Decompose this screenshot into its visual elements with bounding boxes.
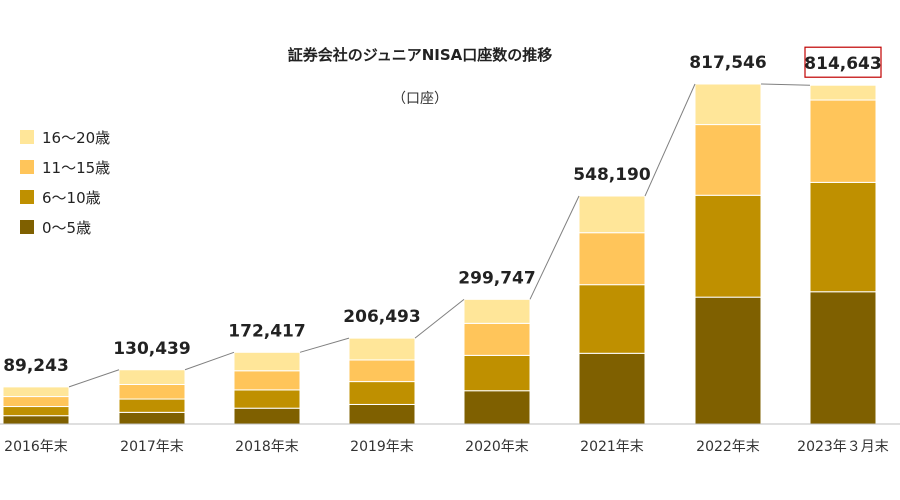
bar-segment xyxy=(578,352,646,425)
bar-segment xyxy=(118,369,186,385)
bar-segment xyxy=(694,194,762,298)
highlight-box xyxy=(804,46,882,78)
x-tick-label: 2018年末 xyxy=(235,439,299,455)
bar-segment xyxy=(809,84,877,101)
legend-swatch-16-20 xyxy=(20,130,34,144)
bar-segment xyxy=(809,99,877,183)
data-label-total: 817,546 xyxy=(689,53,766,73)
bar-segment xyxy=(233,389,301,409)
x-tick-label: 2023年３月末 xyxy=(797,439,889,455)
data-label-total: 89,243 xyxy=(3,356,69,376)
connector-line xyxy=(414,298,465,339)
bar-segment xyxy=(233,351,301,372)
legend-label-16-20: 16〜20歳 xyxy=(42,128,111,147)
connector-line xyxy=(299,337,350,353)
bar-segment xyxy=(578,232,646,286)
bar-segment xyxy=(463,322,531,356)
legend-label-11-15: 11〜15歳 xyxy=(42,158,111,177)
x-tick-label: 2017年末 xyxy=(120,439,184,455)
bar-segment xyxy=(118,398,186,413)
data-label-total: 299,747 xyxy=(458,268,535,288)
bar-segment xyxy=(694,124,762,196)
bar-segment xyxy=(809,181,877,293)
legend-swatch-0-5 xyxy=(20,220,34,234)
bar-segment xyxy=(2,415,70,425)
bar-segment xyxy=(694,83,762,126)
bar-segment xyxy=(463,298,531,324)
connector-line xyxy=(184,351,235,371)
chart-legend: 16〜20歳 11〜15歳 6〜10歳 0〜5歳 xyxy=(20,122,110,242)
legend-item-6-10: 6〜10歳 xyxy=(20,182,110,212)
bar-segment xyxy=(2,406,70,417)
bar-segment xyxy=(578,195,646,234)
bar-segment xyxy=(118,383,186,400)
bar-segment xyxy=(2,386,70,398)
connector-line xyxy=(68,369,120,388)
data-label-total: 206,493 xyxy=(343,307,420,327)
bar-segment xyxy=(118,411,186,425)
x-tick-label: 2016年末 xyxy=(4,439,68,455)
bar-segment xyxy=(233,407,301,425)
bar-segment xyxy=(463,390,531,425)
bar-segment xyxy=(2,396,70,408)
connector-line xyxy=(644,83,696,197)
legend-swatch-6-10 xyxy=(20,190,34,204)
bar-segment xyxy=(348,359,416,383)
legend-item-11-15: 11〜15歳 xyxy=(20,152,110,182)
data-label-total: 548,190 xyxy=(573,165,651,185)
x-tick-label: 2022年末 xyxy=(696,439,760,455)
legend-item-16-20: 16〜20歳 xyxy=(20,122,110,152)
data-label-total: 172,417 xyxy=(228,321,305,341)
x-tick-label: 2021年末 xyxy=(580,439,644,455)
bar-segment xyxy=(348,337,416,361)
bar-segment xyxy=(348,403,416,425)
data-label-total: 814,643 xyxy=(804,54,881,74)
bar-segment xyxy=(809,291,877,425)
legend-item-0-5: 0〜5歳 xyxy=(20,212,110,242)
x-tick-label: 2020年末 xyxy=(465,439,529,455)
bar-segment xyxy=(348,381,416,405)
bar-segment xyxy=(694,296,762,425)
x-tick-label: 2019年末 xyxy=(350,439,414,455)
bar-segment xyxy=(578,284,646,354)
legend-label-6-10: 6〜10歳 xyxy=(42,188,101,207)
data-label-total: 130,439 xyxy=(113,339,190,359)
legend-label-0-5: 0〜5歳 xyxy=(42,218,92,237)
bar-segment xyxy=(233,370,301,391)
connector-line xyxy=(529,195,580,300)
chart-unit-label: （口座） xyxy=(392,91,448,107)
chart-title: 証券会社のジュニアNISA口座数の推移 xyxy=(287,46,553,64)
legend-swatch-11-15 xyxy=(20,160,34,174)
bar-segment xyxy=(463,354,531,392)
connector-line xyxy=(760,83,811,86)
